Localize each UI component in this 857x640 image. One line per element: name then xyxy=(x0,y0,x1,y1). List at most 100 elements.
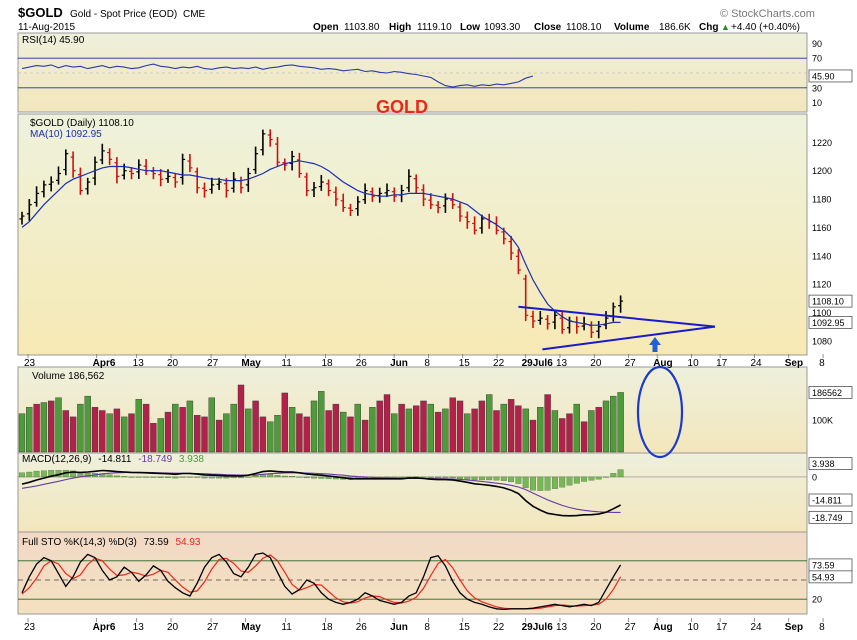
price-ohlc-bar xyxy=(56,166,61,185)
price-ohlc-bar xyxy=(275,136,280,167)
rsi-y-tick: 90 xyxy=(812,39,822,49)
volume-bar xyxy=(588,410,595,453)
price-ohlc-bar xyxy=(245,167,251,192)
macd-histogram-bar xyxy=(588,476,595,481)
price-ohlc-bar xyxy=(552,309,558,330)
price-ohlc-bar xyxy=(223,178,229,198)
macd-histogram-bar xyxy=(33,470,40,478)
price-ohlc-bar xyxy=(99,143,105,165)
price-ohlc-bar xyxy=(318,174,324,191)
macd-histogram-bar xyxy=(201,476,208,479)
price-ohlc-bar xyxy=(311,182,317,198)
macd-histogram-bar xyxy=(113,475,120,478)
ohlc-bar: Open 1103.80 High 1119.10 Low 1093.30 Cl… xyxy=(313,22,800,33)
macd-panel-bg xyxy=(17,452,808,533)
x-tick-label: 22 xyxy=(493,622,505,633)
volume-bar xyxy=(449,397,456,453)
sto-y-tick: 20 xyxy=(812,595,822,605)
price-ohlc-bar xyxy=(180,153,186,185)
macd-histogram-bar xyxy=(464,476,471,480)
volume-bar xyxy=(172,403,179,453)
breakout-arrow-icon xyxy=(649,337,661,352)
header-date: 11-Aug-2015 xyxy=(18,22,76,33)
price-last-close: 1108.10 xyxy=(812,297,844,307)
volume-legend: Volume 186,562 xyxy=(32,371,105,382)
ma-legend: MA(10) 1092.95 xyxy=(30,129,102,140)
ohlc-low-label: Low xyxy=(460,22,480,33)
price-ohlc-bar xyxy=(304,172,310,197)
price-ohlc-bar xyxy=(464,211,470,229)
price-ohlc-bar xyxy=(77,167,83,195)
sto-k-line xyxy=(21,552,622,611)
macd-histogram-bar xyxy=(617,469,624,478)
ma10-line xyxy=(21,160,621,326)
macd-histogram-bar xyxy=(581,476,588,482)
volume-bar xyxy=(478,400,486,453)
x-tick-label: 8 xyxy=(424,622,430,633)
macd-histogram-bar xyxy=(150,476,157,478)
macd-histogram-bar xyxy=(245,476,252,478)
rsi-last-value: 45.90 xyxy=(812,71,835,81)
volume-bar xyxy=(340,411,347,453)
volume-bar xyxy=(157,418,164,453)
x-tick-label: 20 xyxy=(167,622,179,633)
price-ohlc-bar xyxy=(70,151,76,178)
macd-value: -14.811 xyxy=(812,495,842,505)
macd-histogram-bar xyxy=(537,476,544,491)
macd-histogram-bar xyxy=(230,476,237,479)
volume-bar xyxy=(500,403,507,453)
x-tick-label: 18 xyxy=(321,358,333,369)
triangle-lower-line xyxy=(542,325,716,351)
x-tick-label: 27 xyxy=(625,622,637,633)
ohlc-open-value: 1103.80 xyxy=(344,22,380,33)
macd-histogram-bar xyxy=(238,476,244,479)
price-ohlc-bar xyxy=(296,152,302,178)
volume-bar xyxy=(62,410,69,453)
macd-histogram-bar xyxy=(186,476,193,478)
volume-bar xyxy=(427,403,434,453)
rsi-y-tick: 30 xyxy=(812,83,822,93)
volume-bar xyxy=(135,399,143,453)
price-ohlc-bar xyxy=(515,249,521,275)
volume-bar xyxy=(361,419,369,453)
volume-bar xyxy=(91,407,99,453)
volume-bar xyxy=(559,418,566,453)
macd-histogram-bar xyxy=(478,476,485,481)
volume-bar xyxy=(580,421,588,453)
volume-bar xyxy=(369,407,376,453)
volume-bar xyxy=(610,395,617,453)
price-ohlc-bar xyxy=(107,148,113,166)
price-ohlc-bar xyxy=(253,146,259,174)
macd-histogram-bar xyxy=(595,476,602,480)
macd-histogram-bar xyxy=(70,470,77,478)
ohlc-volume-value: 186.6K xyxy=(659,22,691,33)
macd-histogram-bar xyxy=(223,476,230,479)
macd-histogram-bar xyxy=(551,476,558,489)
gold-annotation: GOLD xyxy=(376,97,428,117)
price-ohlc-bar xyxy=(603,311,609,330)
x-tick-label: 27 xyxy=(207,358,219,369)
volume-bar xyxy=(223,413,230,453)
price-ohlc-bar xyxy=(114,157,120,184)
volume-bar xyxy=(471,408,478,453)
macd-panel: MACD(12,26,9) -14.811 -18.749 3.938 0 3.9… xyxy=(18,454,853,524)
volume-bar xyxy=(150,423,157,453)
ohlc-chg-label: Chg xyxy=(699,22,718,33)
x-tick-label: 20 xyxy=(590,358,602,369)
macd-histogram-bar xyxy=(267,473,274,478)
macd-hist-value: 3.938 xyxy=(812,459,835,469)
macd-y-tick: 0 xyxy=(812,472,817,482)
x-tick-label: Apr6 xyxy=(93,622,116,633)
x-tick-label: May xyxy=(241,622,261,633)
volume-bar xyxy=(420,400,427,453)
price-ohlc-bar xyxy=(41,180,47,198)
x-tick-label: 13 xyxy=(556,358,568,369)
macd-histogram-bar xyxy=(106,474,113,478)
price-ohlc-bar xyxy=(559,311,565,334)
price-y-tick: 1200 xyxy=(812,166,832,176)
x-tick-label: 13 xyxy=(133,358,145,369)
price-y-tick: 1080 xyxy=(812,336,832,346)
price-ohlc-bar xyxy=(282,158,288,171)
ohlc-chg-value: +4.40 (+0.40%) xyxy=(731,22,800,33)
price-ohlc-bar xyxy=(435,201,441,214)
